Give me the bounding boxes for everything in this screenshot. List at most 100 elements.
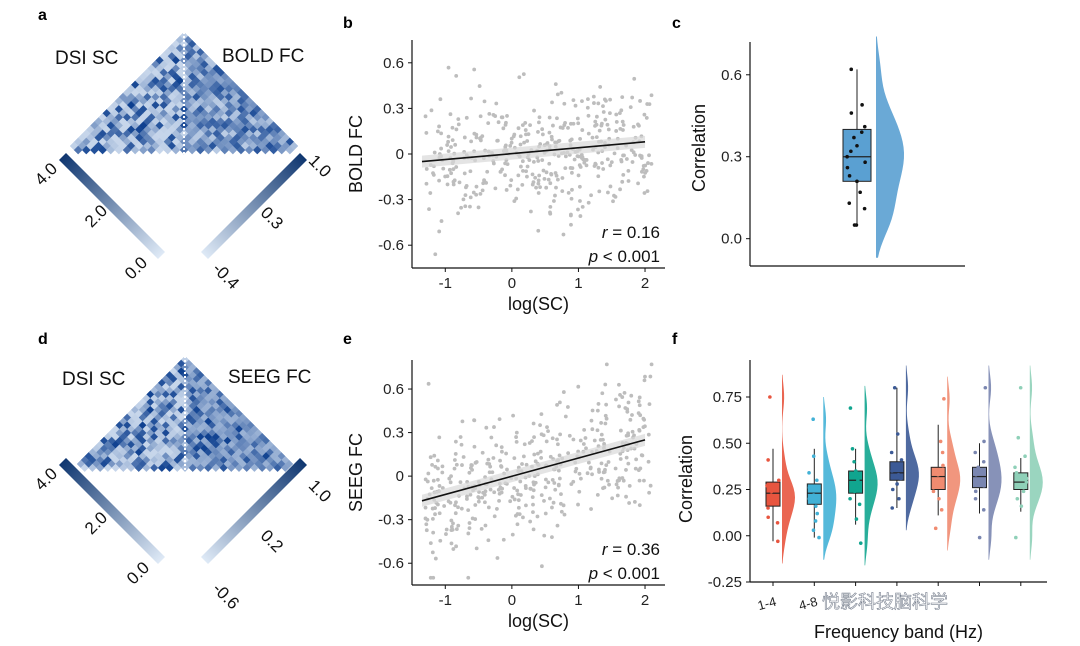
scatter-point xyxy=(531,510,535,515)
scatter-point xyxy=(451,167,456,172)
band-data-point xyxy=(856,478,860,483)
scatter-point xyxy=(456,122,461,127)
band-data-point xyxy=(766,506,770,510)
heatmap-cell xyxy=(147,145,156,155)
band-data-point xyxy=(933,526,938,531)
scatter-point xyxy=(634,457,639,462)
scatter-point xyxy=(444,532,448,536)
scatter-point xyxy=(446,139,451,144)
scatter-point xyxy=(462,171,467,176)
scatter-point xyxy=(632,499,637,504)
scatter-point xyxy=(430,516,435,521)
scatter-point xyxy=(500,449,504,454)
scatter-point xyxy=(521,515,525,520)
scatter-point xyxy=(610,496,615,501)
scatter-point xyxy=(432,150,437,155)
scatter-point xyxy=(530,439,534,444)
heatmap-cell xyxy=(73,145,83,155)
scatter-point xyxy=(557,453,562,458)
scatter-point xyxy=(598,85,603,89)
band-data-point xyxy=(815,478,819,483)
band-data-point xyxy=(1023,454,1027,459)
heatmap-cell xyxy=(188,463,197,472)
heatmap-cell xyxy=(195,145,205,155)
band-data-point xyxy=(769,489,774,494)
scatter-point xyxy=(583,436,588,440)
x-tick-label: 0 xyxy=(508,592,516,609)
heatmap-cell xyxy=(212,145,221,155)
scatter-point xyxy=(596,402,601,406)
scatter-point xyxy=(472,67,477,72)
scatter-point xyxy=(603,467,607,472)
scatter-point xyxy=(566,451,571,456)
scatter-point xyxy=(448,480,453,485)
scatter-point xyxy=(524,462,529,467)
scatter-point xyxy=(437,124,441,129)
scatter-point xyxy=(496,120,501,125)
scatter-point xyxy=(525,164,530,169)
scatter-point xyxy=(482,99,487,104)
scatter-point xyxy=(613,195,618,199)
scatter-point xyxy=(423,516,428,521)
scatter-point xyxy=(645,189,650,194)
scatter-point xyxy=(463,204,468,209)
scatter-point xyxy=(483,523,488,528)
scatter-point xyxy=(533,175,538,180)
scatter-point xyxy=(452,458,457,462)
scatter-point xyxy=(636,181,640,186)
scatter-point xyxy=(624,468,628,472)
scatter-point xyxy=(555,437,559,442)
scatter-point xyxy=(550,478,555,482)
scatter-point xyxy=(555,177,560,182)
scatter-point xyxy=(449,528,454,533)
scatter-point xyxy=(566,405,570,409)
scatter-point xyxy=(439,146,444,151)
scatter-point xyxy=(532,108,536,113)
scatter-point xyxy=(521,168,525,173)
band-data-point xyxy=(769,493,774,497)
scatter-point xyxy=(504,188,509,192)
scatter-point xyxy=(453,503,457,508)
scatter-point xyxy=(647,153,651,158)
scatter-point xyxy=(577,163,582,168)
scatter-point xyxy=(592,101,596,105)
scatter-point xyxy=(505,162,510,167)
scatter-point xyxy=(560,176,565,180)
data-point xyxy=(855,179,859,184)
scatter-point xyxy=(428,191,433,195)
data-point xyxy=(852,223,857,227)
scatter-point xyxy=(636,399,641,404)
scatter-point xyxy=(486,505,491,510)
scatter-point xyxy=(604,362,609,367)
scatter-point xyxy=(449,524,454,529)
scatter-point xyxy=(601,486,605,491)
band-data-point xyxy=(939,508,944,512)
band-data-point xyxy=(1014,471,1019,475)
band-data-point xyxy=(890,469,894,473)
scatter-point xyxy=(575,154,580,159)
scatter-point xyxy=(497,417,502,422)
scatter-point xyxy=(454,462,459,467)
scatter-point xyxy=(617,111,622,115)
scatter-point xyxy=(555,523,560,528)
scatter-point xyxy=(601,104,605,109)
scatter-point xyxy=(517,75,522,80)
scatter-point xyxy=(557,400,562,405)
scatter-point xyxy=(599,421,604,425)
scatter-point xyxy=(520,183,525,187)
scatter-point xyxy=(592,438,597,443)
scatter-point xyxy=(459,506,464,511)
scatter-point xyxy=(473,503,478,507)
scatter-point xyxy=(460,463,464,467)
band-half-violin xyxy=(864,385,878,566)
scatter-point xyxy=(603,421,608,426)
scatter-point xyxy=(480,450,485,455)
scatter-point xyxy=(510,494,515,499)
x-axis-label: log(SC) xyxy=(508,294,569,314)
scatter-point xyxy=(643,374,647,379)
band-data-point xyxy=(1024,476,1029,481)
heatmap-cell xyxy=(130,145,140,155)
band-data-point xyxy=(934,484,938,488)
scatter-point xyxy=(427,207,431,212)
scatter-point xyxy=(478,136,482,141)
